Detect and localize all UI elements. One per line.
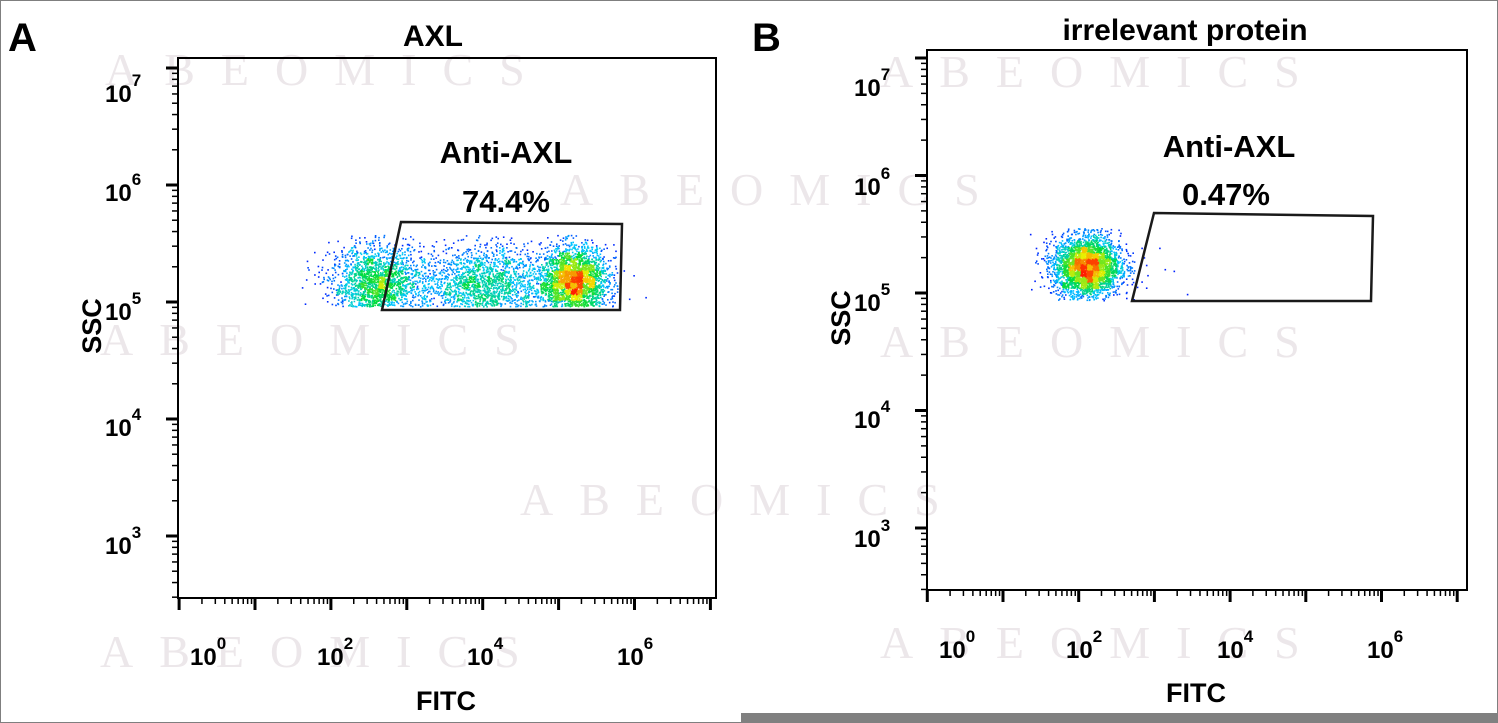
watermark-text: ABEOMICS [880, 316, 1326, 367]
y-axis-ticks [915, 56, 927, 591]
x-tick-label: 104 [467, 634, 504, 671]
y-tick-label: 106 [854, 164, 890, 201]
x-axis-tick-labels: 100 102 104 106 [190, 634, 653, 671]
gate-percent-label: 0.47% [1182, 177, 1270, 212]
gate-name-label: Anti-AXL [440, 135, 573, 170]
x-axis-ticks [925, 590, 1459, 602]
bottom-scrollbar-strip [741, 713, 1498, 723]
y-axis-label: SSC [826, 290, 856, 346]
gate-percent-label: 74.4% [462, 184, 550, 219]
y-tick-label: 107 [854, 65, 890, 102]
panel-a: A AXL 107 106 105 104 103 100 102 104 10… [8, 16, 717, 716]
y-tick-label: 107 [105, 71, 141, 108]
y-tick-label: 104 [105, 405, 142, 442]
y-tick-label: 104 [854, 397, 891, 434]
x-axis-label: FITC [416, 686, 476, 716]
watermark-text: ABEOMICS [880, 46, 1326, 97]
gate-polygon[interactable] [1130, 211, 1375, 303]
panel-title: AXL [403, 20, 463, 53]
scatter-points [301, 234, 647, 308]
y-tick-label: 103 [854, 516, 890, 553]
x-tick-label: 104 [1217, 627, 1254, 664]
x-axis-label: FITC [1166, 678, 1226, 708]
y-axis-ticks [166, 66, 178, 598]
y-tick-label: 105 [854, 280, 890, 317]
y-axis-label: SSC [77, 298, 107, 354]
watermark-text: ABEOMICS [100, 626, 546, 677]
y-axis-tick-labels: 107 106 105 104 103 [854, 65, 891, 553]
plot-frame [926, 49, 1468, 591]
gate-polygon[interactable] [380, 220, 624, 312]
watermark-text: ABEOMICS [520, 474, 966, 525]
x-axis-tick-labels: 100 102 104 106 [939, 627, 1403, 664]
watermark-layer: ABEOMICS ABEOMICS ABEOMICS ABEOMICS ABEO… [100, 44, 1326, 677]
y-tick-label: 103 [105, 523, 141, 560]
y-tick-label: 105 [105, 289, 141, 326]
x-axis-ticks [177, 598, 712, 610]
y-tick-label: 106 [105, 170, 141, 207]
scatter-points [1029, 228, 1189, 302]
x-tick-label: 106 [617, 634, 653, 671]
y-axis-tick-labels: 107 106 105 104 103 [105, 71, 142, 560]
x-tick-label: 102 [317, 634, 353, 671]
x-tick-label: 102 [1066, 627, 1102, 664]
panel-b: B irrelevant protein 107 106 105 104 103… [752, 14, 1468, 708]
panel-letter: B [752, 16, 781, 60]
x-tick-label: 100 [190, 634, 226, 671]
panel-title: irrelevant protein [1062, 14, 1307, 47]
gate-name-label: Anti-AXL [1163, 129, 1296, 164]
x-tick-label: 106 [1367, 627, 1403, 664]
watermark-text: ABEOMICS [100, 314, 546, 365]
panel-letter: A [8, 16, 37, 60]
x-tick-label: 100 [939, 627, 975, 664]
watermark-text: ABEOMICS [880, 617, 1326, 668]
watermark-text: ABEOMICS [560, 164, 1006, 215]
